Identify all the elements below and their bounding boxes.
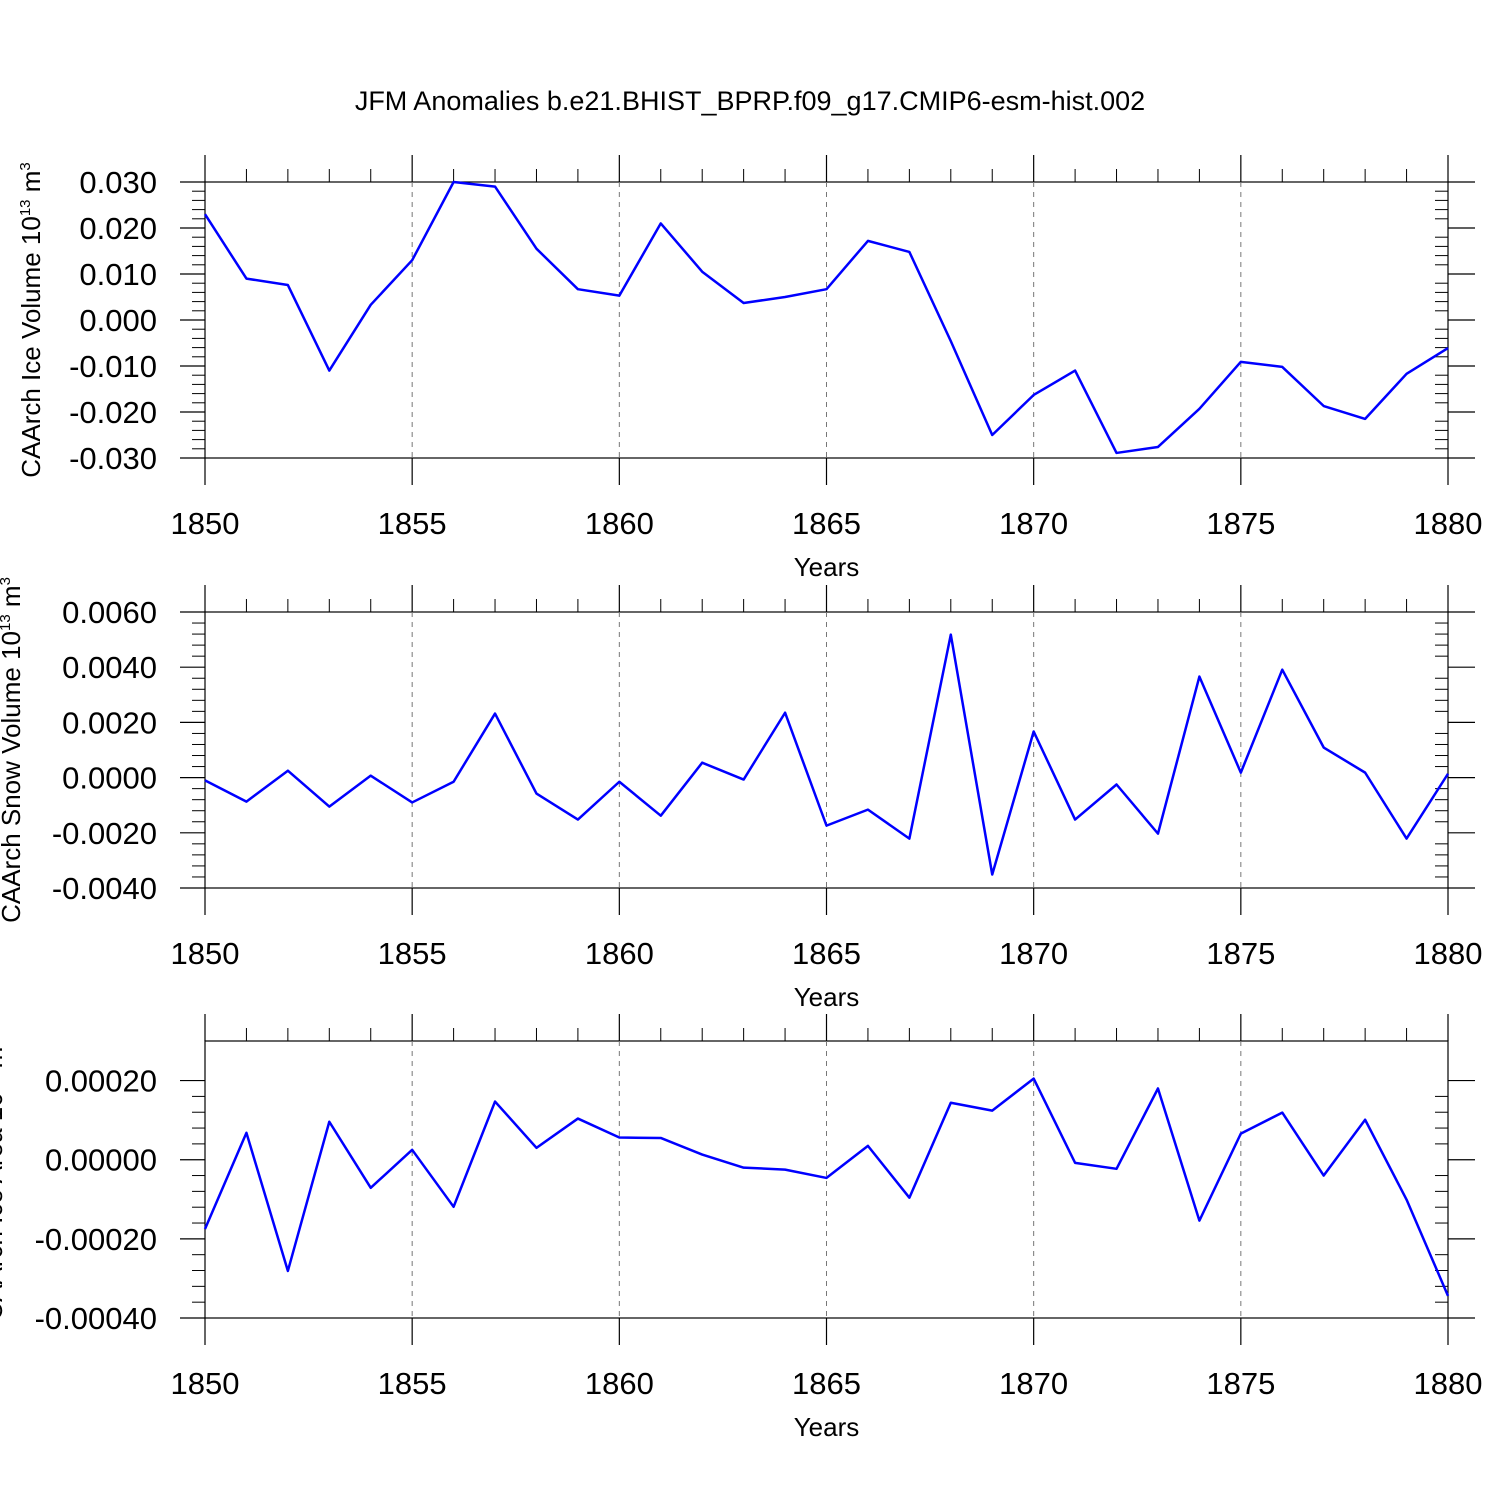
x-axis-label: Years bbox=[794, 552, 860, 582]
y-tick-label: -0.010 bbox=[69, 349, 157, 384]
y-tick-label: 0.00020 bbox=[45, 1064, 157, 1099]
y-tick-label: -0.0020 bbox=[52, 816, 157, 851]
y-axis-label-unit-exponent: 3 bbox=[17, 162, 34, 170]
x-tick-label: 1850 bbox=[171, 936, 240, 971]
y-axis-label-exponent: 13 bbox=[0, 614, 14, 631]
x-tick-label: 1880 bbox=[1414, 936, 1483, 971]
x-tick-label: 1870 bbox=[999, 1366, 1068, 1401]
y-axis-label-unit-exponent: 3 bbox=[0, 577, 14, 585]
data-line bbox=[204, 633, 1450, 876]
y-tick-label: -0.00040 bbox=[35, 1301, 157, 1336]
y-tick-label: -0.020 bbox=[69, 395, 157, 430]
y-axis-label-unit: m bbox=[0, 585, 26, 614]
y-tick-label: 0.020 bbox=[79, 211, 157, 246]
data-line bbox=[203, 1077, 1450, 1297]
y-tick-label: 0.030 bbox=[79, 165, 157, 200]
y-tick-label: 0.000 bbox=[79, 303, 157, 338]
x-tick-label: 1855 bbox=[378, 936, 447, 971]
x-tick-label: 1860 bbox=[585, 936, 654, 971]
y-axis-label-exponent: 13 bbox=[17, 199, 34, 216]
y-tick-label: 0.00000 bbox=[45, 1143, 157, 1178]
x-tick-label: 1880 bbox=[1414, 506, 1483, 541]
x-tick-label: 1865 bbox=[792, 1366, 861, 1401]
y-tick-label: -0.030 bbox=[69, 441, 157, 476]
y-tick-label: 0.0000 bbox=[62, 761, 157, 796]
x-tick-label: 1870 bbox=[999, 936, 1068, 971]
x-tick-label: 1880 bbox=[1414, 1366, 1483, 1401]
y-axis-label-text: CAArch Ice Volume 10 bbox=[16, 216, 46, 478]
x-tick-label: 1860 bbox=[585, 1366, 654, 1401]
x-tick-label: 1875 bbox=[1206, 936, 1275, 971]
x-tick-label: 1870 bbox=[999, 506, 1068, 541]
y-axis-label-text: CAArch Ice Area 10 bbox=[0, 1092, 8, 1320]
y-axis-label: CAArch Ice Volume 1013 m3 bbox=[16, 162, 46, 478]
y-tick-label: 0.0060 bbox=[62, 595, 157, 630]
x-tick-label: 1865 bbox=[792, 506, 861, 541]
x-tick-label: 1855 bbox=[378, 506, 447, 541]
x-tick-label: 1850 bbox=[171, 1366, 240, 1401]
x-tick-label: 1855 bbox=[378, 1366, 447, 1401]
y-axis-label-unit: m bbox=[0, 1047, 8, 1076]
x-tick-label: 1860 bbox=[585, 506, 654, 541]
y-axis-label: CAArch Snow Volume 1013 m3 bbox=[0, 577, 26, 923]
x-axis-label: Years bbox=[794, 1412, 860, 1442]
x-tick-label: 1850 bbox=[171, 506, 240, 541]
y-tick-label: 0.010 bbox=[79, 257, 157, 292]
y-tick-label: 0.0040 bbox=[62, 650, 157, 685]
y-tick-label: -0.00020 bbox=[35, 1222, 157, 1257]
x-tick-label: 1875 bbox=[1206, 1366, 1275, 1401]
x-tick-label: 1865 bbox=[792, 936, 861, 971]
y-tick-label: 0.0020 bbox=[62, 705, 157, 740]
y-axis-label-text: CAArch Snow Volume 10 bbox=[0, 631, 26, 923]
x-axis-label: Years bbox=[794, 982, 860, 1012]
figure-title: JFM Anomalies b.e21.BHIST_BPRP.f09_g17.C… bbox=[355, 86, 1145, 116]
x-tick-label: 1875 bbox=[1206, 506, 1275, 541]
y-tick-label: -0.0040 bbox=[52, 871, 157, 906]
data-line bbox=[203, 180, 1449, 455]
y-axis-label-unit: m bbox=[16, 171, 46, 200]
y-axis-label: CAArch Ice Area 1013 m2 bbox=[0, 1038, 8, 1320]
